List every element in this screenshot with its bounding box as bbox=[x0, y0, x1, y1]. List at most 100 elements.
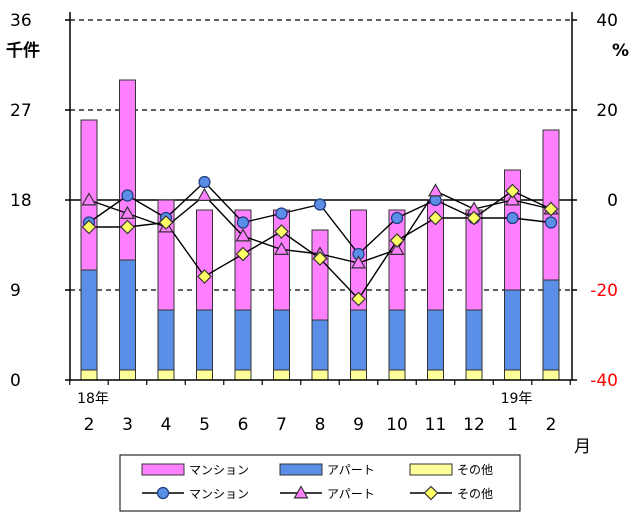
left-tick-label: 36 bbox=[10, 11, 32, 31]
point-mansion-3 bbox=[198, 175, 211, 189]
legend-label: その他 bbox=[457, 487, 493, 501]
x-tick-label: 3 bbox=[122, 415, 133, 435]
point-apart-3 bbox=[196, 187, 213, 201]
bar-other-3 bbox=[196, 369, 213, 381]
x-tick-label: 2 bbox=[546, 415, 557, 435]
year-label: 18年 bbox=[77, 391, 109, 407]
point-apart-5 bbox=[273, 241, 290, 255]
point-other-5 bbox=[274, 224, 289, 239]
right-tick-label: 0 bbox=[607, 191, 618, 211]
point-other-12 bbox=[543, 201, 559, 217]
bar-mansion-8 bbox=[388, 209, 406, 311]
bar-other-12 bbox=[542, 369, 560, 381]
bar-apart-9 bbox=[427, 309, 444, 371]
bar-apart-5 bbox=[273, 309, 290, 371]
point-mansion-4 bbox=[236, 216, 250, 229]
bar-other-4 bbox=[234, 369, 252, 381]
x-tick-label: 6 bbox=[238, 415, 249, 435]
left-tick-label: 27 bbox=[10, 101, 32, 121]
bar-apart-7 bbox=[350, 309, 367, 371]
x-tick-label: 1 bbox=[507, 415, 518, 435]
point-other-10 bbox=[466, 210, 482, 226]
legend-label: マンション bbox=[189, 463, 249, 477]
bar-apart-11 bbox=[504, 289, 521, 371]
right-axis-unit: % bbox=[612, 41, 629, 61]
bar-mansion-3 bbox=[196, 209, 213, 311]
left-tick-label: 0 bbox=[10, 371, 21, 391]
x-axis-unit: 月 bbox=[574, 437, 591, 457]
right-tick-label: -40 bbox=[590, 371, 618, 391]
point-mansion-5 bbox=[275, 207, 288, 220]
right-tick-label: -20 bbox=[590, 281, 618, 301]
x-tick-label: 12 bbox=[463, 415, 485, 435]
bar-apart-6 bbox=[311, 319, 329, 371]
point-other-6 bbox=[312, 251, 328, 266]
point-other-7 bbox=[351, 291, 366, 307]
bar-other-2 bbox=[157, 369, 175, 381]
point-other-8 bbox=[389, 233, 405, 248]
legend-label: アパート bbox=[327, 463, 375, 477]
legend-marker-triangle bbox=[293, 485, 309, 499]
left-tick-label: 9 bbox=[10, 281, 21, 301]
bar-other-0 bbox=[80, 369, 98, 381]
legend-marker-circle bbox=[156, 486, 170, 500]
left-axis-unit: 千件 bbox=[6, 40, 40, 61]
bar-other-11 bbox=[504, 369, 521, 381]
bar-apart-2 bbox=[157, 309, 175, 371]
right-tick-label: 40 bbox=[596, 11, 618, 31]
point-mansion-8 bbox=[390, 211, 404, 225]
point-other-3 bbox=[197, 269, 212, 284]
bar-apart-3 bbox=[196, 309, 213, 371]
legend-label: マンション bbox=[189, 487, 249, 501]
bar-apart-8 bbox=[388, 309, 406, 371]
point-mansion-11 bbox=[506, 211, 519, 225]
x-tick-label: 5 bbox=[199, 415, 210, 435]
bar-apart-12 bbox=[542, 279, 560, 371]
axis-layer bbox=[65, 12, 577, 385]
legend-swatch bbox=[409, 463, 453, 476]
legend-label: アパート bbox=[327, 487, 375, 501]
bar-apart-0 bbox=[80, 269, 98, 371]
x-tick-label: 9 bbox=[353, 415, 364, 435]
right-tick-label: 20 bbox=[596, 101, 618, 121]
bar-other-6 bbox=[311, 369, 329, 381]
x-tick-label: 4 bbox=[161, 415, 172, 435]
point-other-11 bbox=[505, 183, 520, 199]
point-apart-7 bbox=[350, 255, 367, 269]
bar-apart-4 bbox=[234, 309, 252, 371]
legend-swatch bbox=[279, 463, 323, 476]
point-apart-9 bbox=[427, 183, 444, 197]
bar-layer bbox=[80, 79, 560, 381]
point-other-9 bbox=[428, 210, 443, 226]
point-apart-8 bbox=[389, 241, 405, 255]
left-tick-label: 18 bbox=[10, 191, 32, 211]
bar-other-1 bbox=[119, 369, 136, 381]
bar-apart-10 bbox=[465, 309, 483, 371]
point-mansion-12 bbox=[544, 216, 558, 229]
bar-other-9 bbox=[427, 369, 444, 381]
point-mansion-6 bbox=[313, 198, 327, 211]
bar-apart-1 bbox=[119, 259, 136, 371]
point-other-1 bbox=[120, 219, 135, 235]
line-layer bbox=[81, 175, 559, 307]
legend-marker-diamond bbox=[423, 485, 439, 501]
point-other-2 bbox=[158, 215, 174, 230]
x-tick-label: 11 bbox=[425, 415, 447, 435]
bar-other-10 bbox=[465, 369, 483, 381]
year-label: 19年 bbox=[501, 391, 533, 407]
point-apart-11 bbox=[504, 192, 521, 206]
x-tick-label: 7 bbox=[276, 415, 287, 435]
bar-other-5 bbox=[273, 369, 290, 381]
point-other-0 bbox=[81, 219, 97, 235]
x-tick-label: 10 bbox=[386, 415, 408, 435]
point-apart-4 bbox=[235, 228, 251, 242]
x-tick-label: 8 bbox=[315, 415, 326, 435]
point-other-4 bbox=[235, 246, 251, 262]
point-apart-0 bbox=[81, 192, 97, 206]
point-apart-1 bbox=[119, 205, 136, 219]
point-mansion-1 bbox=[121, 189, 134, 202]
